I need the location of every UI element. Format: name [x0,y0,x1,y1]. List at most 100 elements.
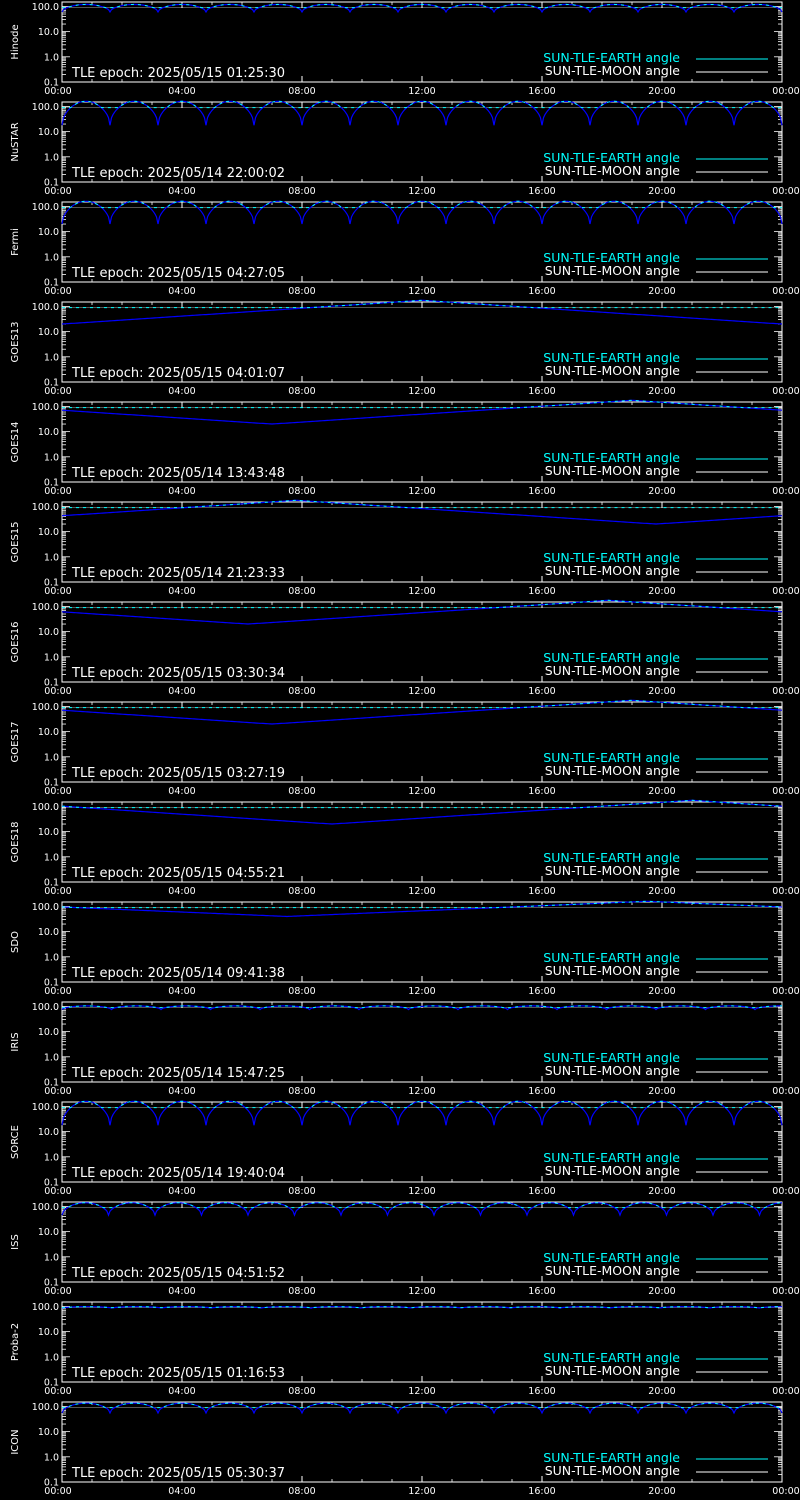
plot-panel-goes13: 100.0 10.0 1.0 0.1 00:00 04:00 08:00 12:00 16:00… [0,299,800,400]
legend-sun-tle-earth: SUN-TLE-EARTH angle [543,1450,680,1465]
x-tick-label: 00:00 [772,886,799,897]
legend-sun-tle-moon: SUN-TLE-MOON angle [545,763,681,778]
satellite-axis-label: ISS [10,1234,21,1250]
x-tick-label: 12:00 [408,986,435,997]
legend-sun-tle-moon: SUN-TLE-MOON angle [545,563,681,578]
x-tick-label: 04:00 [168,1086,195,1097]
x-tick-label: 00:00 [772,1186,799,1197]
x-tick-label: 04:00 [168,1386,195,1397]
x-tick-label: 00:00 [772,1286,799,1297]
satellite-axis-label: IRIS [10,1032,21,1051]
tle-epoch-label: TLE epoch: 2025/05/15 01:25:30 [71,66,285,81]
tle-epoch-label: TLE epoch: 2025/05/15 05:30:37 [71,1466,285,1481]
angle-chart: 100.010.01.00.100:00 04:00 08:00 12:00 16:00… [10,399,800,497]
x-tick-label: 00:00 [772,386,799,397]
x-tick-label: 00:00 [44,1386,71,1397]
x-tick-label: 20:00 [648,886,675,897]
x-tick-label: 00:00 [772,1086,799,1097]
x-tick-label: 00:00 [44,786,71,797]
x-tick-label: 08:00 [288,1086,315,1097]
x-tick-label: 12:00 [408,686,435,697]
x-tick-label: 20:00 [648,86,675,97]
x-tick-label: 00:00 [772,786,799,797]
legend-sun-tle-moon: SUN-TLE-MOON angle [545,263,681,278]
x-tick-label: 12:00 [408,886,435,897]
y-tick-label: 0.1 [44,578,59,589]
x-tick-label: 08:00 [288,86,315,97]
satellite-axis-label: GOES15 [10,521,21,562]
y-tick-label: 0.1 [44,678,59,689]
x-tick-label: 00:00 [772,486,799,497]
x-tick-label: 20:00 [648,1286,675,1297]
y-tick-label: 100.0 [32,102,59,113]
tle-epoch-label: TLE epoch: 2025/05/15 01:16:53 [71,1366,285,1381]
x-tick-label: 08:00 [288,986,315,997]
x-tick-label: 00:00 [772,1486,799,1497]
sun-tle-earth-angle-curve [61,699,783,725]
y-tick-label: 100.0 [32,302,59,313]
x-tick-label: 12:00 [408,786,435,797]
y-tick-label: 100.0 [32,202,59,213]
x-tick-label: 16:00 [528,686,555,697]
legend-sun-tle-earth: SUN-TLE-EARTH angle [543,1250,680,1265]
angle-chart: 100.010.01.00.100:00 04:00 08:00 12:00 16:00… [10,299,800,397]
y-tick-label: 1.0 [44,1452,59,1463]
legend-sun-tle-earth: SUN-TLE-EARTH angle [543,1050,680,1065]
y-tick-label: 1.0 [44,852,59,863]
x-tick-label: 12:00 [408,186,435,197]
x-tick-label: 16:00 [528,486,555,497]
x-tick-label: 16:00 [528,1386,555,1397]
legend-sun-tle-earth: SUN-TLE-EARTH angle [543,450,680,465]
satellite-axis-label: Hinode [10,24,21,59]
x-tick-label: 16:00 [528,1186,555,1197]
x-tick-label: 04:00 [168,286,195,297]
y-tick-label: 0.1 [44,1278,59,1289]
sun-tle-moon-angle-curve [62,1306,782,1309]
y-tick-label: 1.0 [44,1352,59,1363]
y-tick-label: 1.0 [44,752,59,763]
legend-sun-tle-moon: SUN-TLE-MOON angle [545,163,681,178]
legend-sun-tle-moon: SUN-TLE-MOON angle [545,463,681,478]
x-tick-label: 08:00 [288,486,315,497]
x-tick-label: 20:00 [648,1486,675,1497]
y-tick-label: 100.0 [32,502,59,513]
x-tick-label: 04:00 [168,886,195,897]
y-tick-label: 100.0 [32,1402,59,1413]
tle-epoch-label: TLE epoch: 2025/05/15 03:30:34 [71,666,285,681]
x-tick-label: 16:00 [528,786,555,797]
y-tick-label: 1.0 [44,1152,59,1163]
plot-panel-hinode: 100.0 10.0 1.0 0.1 00:00 04:00 08:00 12:00 16:00… [0,0,800,100]
satellite-axis-label: GOES18 [10,821,21,862]
x-tick-label: 20:00 [648,1386,675,1397]
y-tick-label: 1.0 [44,1252,59,1263]
satellite-axis-label: SORCE [10,1125,21,1159]
legend-sun-tle-earth: SUN-TLE-EARTH angle [543,850,680,865]
tle-epoch-label: TLE epoch: 2025/05/15 03:27:19 [71,766,285,781]
plot-panel-iris: 100.0 10.0 1.0 0.1 00:00 04:00 08:00 12:00 16:00… [0,1000,800,1100]
x-tick-label: 12:00 [408,86,435,97]
sun-tle-earth-angle-curve [61,299,783,325]
tle-epoch-label: TLE epoch: 2025/05/15 04:01:07 [71,366,285,381]
legend-sun-tle-earth: SUN-TLE-EARTH angle [543,250,680,265]
x-tick-label: 20:00 [648,1186,675,1197]
legend-sun-tle-earth: SUN-TLE-EARTH angle [543,1350,680,1365]
x-tick-label: 00:00 [44,286,71,297]
plot-panel-sdo: 100.0 10.0 1.0 0.1 00:00 04:00 08:00 12:00 16:00… [0,900,800,1000]
y-tick-label: 100.0 [32,1102,59,1113]
legend-sun-tle-moon: SUN-TLE-MOON angle [545,63,681,78]
sun-tle-moon-angle-curve [62,1100,782,1109]
y-tick-label: 1.0 [44,252,59,263]
x-tick-label: 08:00 [288,186,315,197]
legend-sun-tle-moon: SUN-TLE-MOON angle [545,663,681,678]
legend-sun-tle-earth: SUN-TLE-EARTH angle [543,1150,680,1165]
tle-epoch-label: TLE epoch: 2025/05/14 19:40:04 [71,1166,285,1181]
x-tick-label: 20:00 [648,1086,675,1097]
x-tick-label: 20:00 [648,786,675,797]
tle-epoch-label: TLE epoch: 2025/05/15 04:27:05 [71,266,285,281]
legend-sun-tle-earth: SUN-TLE-EARTH angle [543,350,680,365]
plot-panel-sorce: 100.0 10.0 1.0 0.1 00:00 04:00 08:00 12:00 16:00… [0,1100,800,1200]
sun-tle-earth-angle-curve [61,799,783,825]
legend-sun-tle-moon: SUN-TLE-MOON angle [545,1063,681,1078]
legend-sun-tle-moon: SUN-TLE-MOON angle [545,1263,681,1278]
